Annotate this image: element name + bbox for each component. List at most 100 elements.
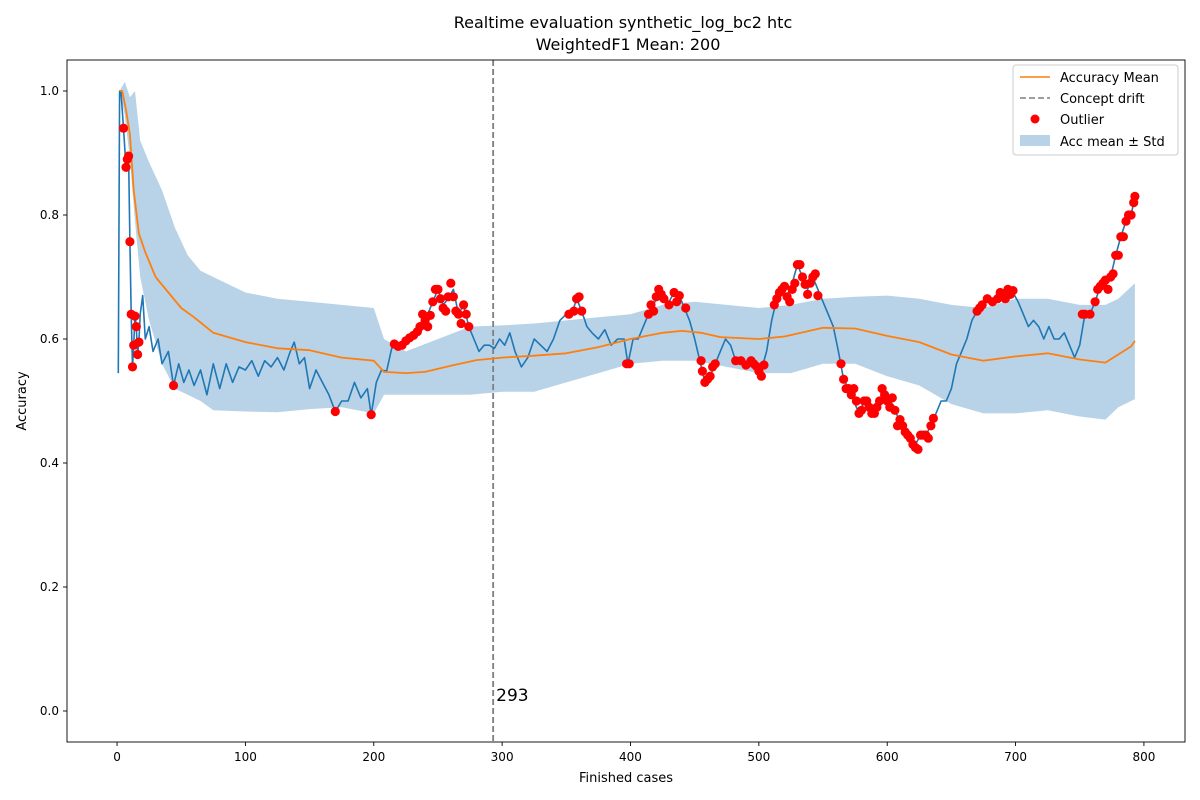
concept-drift-label: 293 xyxy=(496,686,528,706)
outlier-point xyxy=(577,306,587,316)
outlier-point xyxy=(1126,210,1136,220)
y-tick-label: 0.8 xyxy=(40,208,59,222)
outlier-layer xyxy=(118,123,1140,454)
outlier-point xyxy=(423,322,433,332)
legend-drift-label: Concept drift xyxy=(1060,92,1145,107)
outlier-point xyxy=(977,300,987,310)
outlier-point xyxy=(448,292,458,302)
outlier-point xyxy=(459,300,469,310)
outlier-point xyxy=(441,306,451,316)
outlier-point xyxy=(923,433,933,443)
outlier-point xyxy=(124,151,134,161)
outlier-point xyxy=(624,359,634,369)
outlier-point xyxy=(756,371,767,381)
outlier-point xyxy=(446,278,456,288)
x-tick-label: 400 xyxy=(619,750,642,764)
outlier-point xyxy=(118,123,129,133)
x-tick-label: 0 xyxy=(113,750,121,764)
outlier-point xyxy=(779,281,790,291)
x-tick-label: 700 xyxy=(1004,750,1027,764)
accuracy-mean-line xyxy=(119,90,1136,374)
outlier-point xyxy=(839,374,849,384)
outlier-point xyxy=(890,405,900,415)
outlier-point xyxy=(759,360,769,370)
outlier-point xyxy=(461,309,471,319)
outlier-point xyxy=(453,309,464,319)
outlier-point xyxy=(813,291,823,301)
outlier-point xyxy=(456,318,466,329)
legend-outlier-swatch xyxy=(1030,114,1040,124)
outlier-point xyxy=(574,292,584,302)
legend-band-swatch xyxy=(1020,135,1050,146)
outlier-point xyxy=(428,297,438,307)
x-axis: 0 100 200 300 400 500 600 700 800 xyxy=(113,742,1155,764)
outlier-point xyxy=(928,413,939,423)
outlier-point xyxy=(464,322,474,332)
outlier-point xyxy=(795,260,805,270)
outlier-point xyxy=(330,406,340,417)
outlier-point xyxy=(1090,297,1100,307)
concept-drift-layer: 293 xyxy=(492,60,529,742)
outlier-point xyxy=(133,349,143,360)
outlier-point xyxy=(913,444,923,454)
outlier-point xyxy=(681,303,691,313)
outlier-point xyxy=(856,405,867,415)
outlier-point xyxy=(127,362,138,372)
outlier-point xyxy=(785,297,795,307)
outlier-point xyxy=(849,384,859,394)
std-band-area xyxy=(119,81,1135,420)
outlier-point xyxy=(121,162,131,172)
x-tick-label: 800 xyxy=(1132,750,1155,764)
outlier-point xyxy=(1085,309,1095,319)
outlier-point xyxy=(366,410,376,420)
outlier-point xyxy=(433,284,443,294)
outlier-point xyxy=(1008,286,1018,296)
std-band-layer xyxy=(119,81,1135,420)
chart-title: Realtime evaluation synthetic_log_bc2 ht… xyxy=(454,13,793,33)
outlier-point xyxy=(415,322,425,332)
outlier-point xyxy=(697,366,708,376)
outlier-point xyxy=(1113,250,1123,260)
legend-mean-label: Accuracy Mean xyxy=(1060,71,1159,86)
outlier-point xyxy=(425,310,435,320)
outlier-point xyxy=(705,371,715,381)
x-tick-label: 100 xyxy=(234,750,257,764)
outlier-point xyxy=(887,393,897,403)
x-tick-label: 300 xyxy=(491,750,514,764)
outlier-point xyxy=(797,272,808,282)
outlier-point xyxy=(674,291,684,301)
series-layer xyxy=(117,90,1136,446)
outlier-point xyxy=(664,300,674,310)
y-axis: 0.0 0.2 0.4 0.6 0.8 1.0 xyxy=(40,84,67,718)
outlier-point xyxy=(926,421,936,431)
outlier-point xyxy=(130,311,140,321)
plot-frame xyxy=(66,59,1186,743)
outlier-point xyxy=(569,306,579,316)
outlier-point xyxy=(803,289,813,299)
outlier-point xyxy=(649,306,659,316)
outlier-point xyxy=(836,359,846,369)
outlier-point xyxy=(1103,284,1113,294)
legend: Accuracy Mean Concept drift Outlier Acc … xyxy=(1012,64,1179,156)
outlier-point xyxy=(710,359,720,369)
y-tick-label: 0.6 xyxy=(40,332,59,346)
outlier-point xyxy=(1108,269,1118,279)
chart-subtitle: WeightedF1 Mean: 200 xyxy=(536,35,721,54)
y-tick-label: 0.0 xyxy=(40,704,59,718)
y-axis-label: Accuracy xyxy=(15,371,30,431)
outlier-point xyxy=(874,396,885,406)
x-tick-label: 600 xyxy=(876,750,899,764)
legend-band-label: Acc mean ± Std xyxy=(1060,135,1165,150)
y-tick-label: 0.4 xyxy=(40,456,59,470)
y-tick-label: 1.0 xyxy=(40,84,59,98)
legend-box xyxy=(1012,64,1179,156)
x-axis-label: Finished cases xyxy=(579,771,673,786)
outlier-point xyxy=(1130,191,1140,201)
outlier-point xyxy=(851,396,862,406)
outlier-point xyxy=(168,380,179,391)
outlier-point xyxy=(131,322,141,332)
legend-outlier-label: Outlier xyxy=(1060,113,1105,128)
y-tick-label: 0.2 xyxy=(40,580,59,594)
outlier-point xyxy=(659,294,669,304)
